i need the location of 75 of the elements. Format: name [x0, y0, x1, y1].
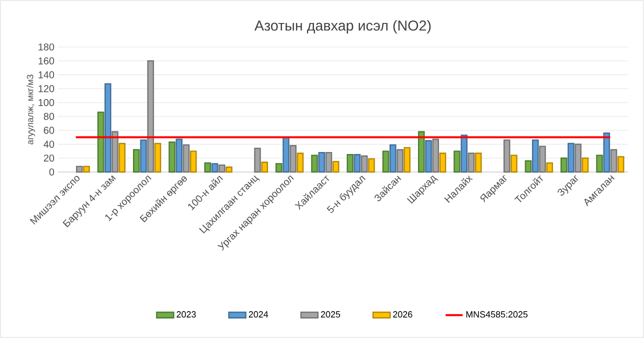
bar [332, 160, 340, 173]
bar [154, 142, 162, 173]
y-tick-label: 0 [49, 168, 54, 176]
bar [532, 139, 539, 173]
bar [296, 152, 304, 173]
bar [282, 136, 290, 173]
bar [168, 142, 176, 173]
bar [524, 160, 532, 173]
legend-label: 2026 [393, 311, 412, 318]
legend-label: 2023 [176, 311, 196, 318]
bar [368, 158, 375, 173]
y-tick-label: 40 [44, 140, 54, 148]
bar [133, 149, 140, 173]
bar [574, 144, 582, 173]
bar [325, 152, 332, 173]
bar [83, 166, 90, 173]
bar [418, 131, 425, 173]
bar [582, 158, 589, 173]
bar [603, 132, 610, 173]
bar [460, 134, 468, 173]
bar [361, 155, 368, 173]
bar [346, 154, 354, 173]
bar [218, 164, 226, 173]
bar [390, 144, 396, 173]
y-tick-label: 100 [38, 99, 54, 106]
y-tick-label: 20 [44, 154, 54, 162]
bar [118, 142, 126, 173]
bar [182, 144, 190, 173]
bar [76, 166, 83, 173]
bar [211, 163, 218, 173]
legend-label: MNS4585:2025 [466, 311, 528, 318]
bar [276, 163, 282, 173]
bar [560, 158, 568, 173]
bar [510, 154, 518, 173]
y-tick-label: 140 [38, 71, 54, 78]
bar [404, 147, 411, 173]
y-tick-label: 120 [38, 85, 54, 92]
bar [147, 60, 154, 173]
bar [261, 162, 268, 173]
bar [226, 166, 232, 173]
bar [104, 83, 112, 173]
bar [382, 150, 390, 173]
bar [140, 139, 147, 173]
bar [539, 146, 546, 173]
legend-label: 2025 [321, 311, 340, 318]
bar [190, 150, 197, 173]
bar [97, 112, 104, 173]
bar [311, 154, 318, 173]
bar [546, 162, 554, 173]
bar [504, 139, 510, 173]
y-tick-label: 160 [38, 57, 54, 64]
y-tick-label: 180 [38, 43, 54, 51]
bar [618, 156, 624, 173]
bar [439, 152, 446, 173]
bar [354, 154, 361, 173]
bar [176, 138, 183, 173]
y-axis-title: агуулалж, мкг/м3 [26, 74, 36, 144]
y-tick-label: 80 [44, 112, 54, 120]
bar [112, 131, 118, 173]
bar [596, 154, 603, 173]
y-tick-label: 60 [44, 126, 54, 134]
bar [204, 162, 212, 173]
bar [432, 138, 440, 173]
chart-title: Азотын давхар исэл (NO2) [254, 20, 431, 34]
legend-label: 2024 [248, 311, 268, 318]
bar [454, 150, 460, 173]
bar [610, 149, 618, 173]
bar [468, 152, 475, 173]
bar [568, 142, 574, 173]
bar [475, 152, 482, 173]
bar [254, 148, 261, 173]
bar [396, 149, 404, 173]
bar [290, 145, 297, 173]
bar [318, 152, 326, 173]
bar [425, 140, 432, 173]
